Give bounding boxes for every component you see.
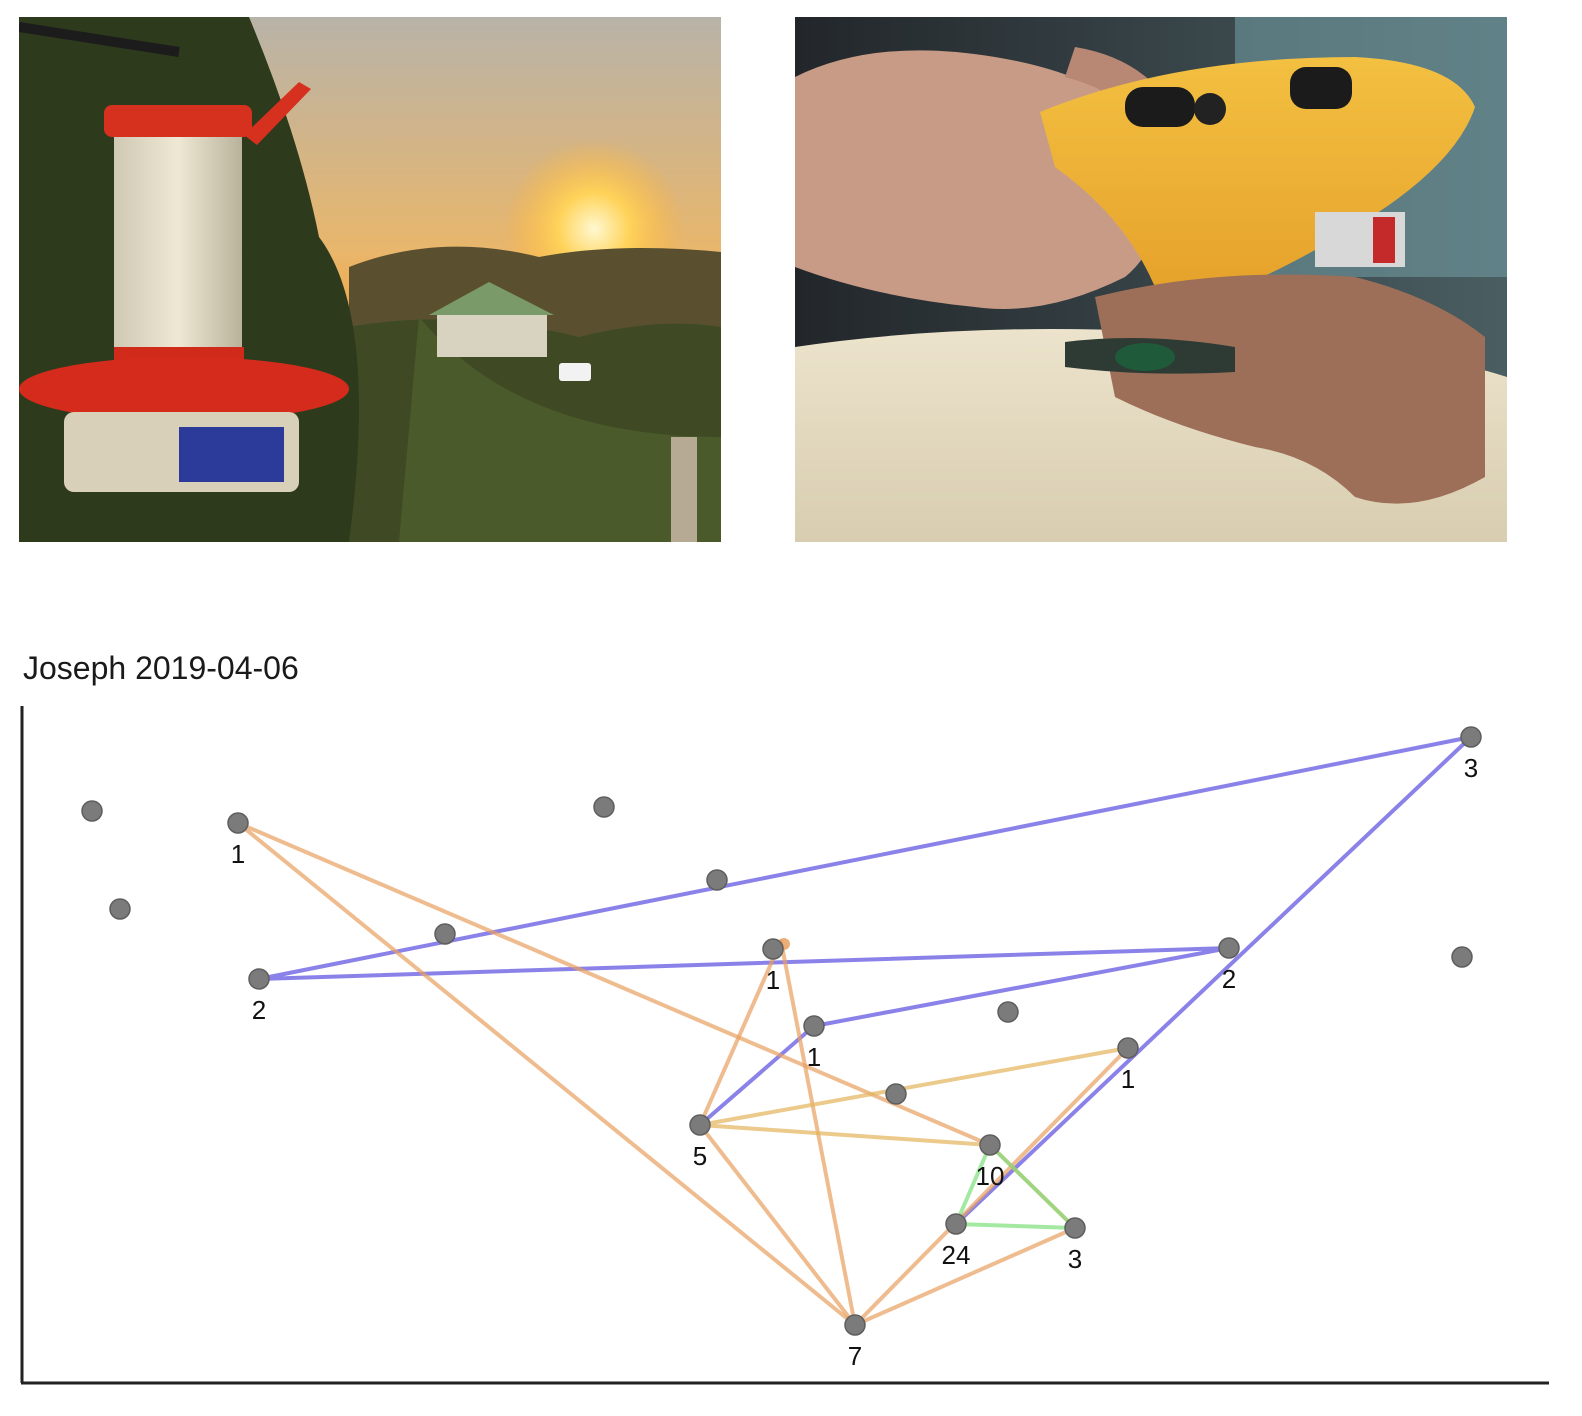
station-s3 [593,796,615,818]
station-visit-count: 5 [693,1141,707,1171]
visit-dot [987,1142,999,1154]
station-visit-count: 1 [807,1042,821,1072]
visit-dot [852,1322,864,1334]
station-s11 [1460,726,1482,748]
station-visit-count: 24 [942,1240,971,1270]
visit-dot [811,1023,823,1035]
visit-dot [852,1322,864,1334]
visit-dot [697,1122,709,1134]
visit-dot [256,976,268,988]
hummingbird-feeder-sunset-photo [19,17,721,542]
stations [81,726,1482,1336]
station-s7 [248,968,270,990]
station-s5 [706,869,728,891]
station-visit-count: 3 [1464,753,1478,783]
movement-path-blue-2 [954,735,1473,1226]
map-title: Joseph 2019-04-06 [23,650,299,686]
visit-dot [987,1142,999,1154]
station-s17 [979,1134,1001,1156]
station-s12 [997,1001,1019,1023]
station-s18 [945,1213,967,1235]
visit-dot [235,820,247,832]
visit-dot [953,1221,965,1233]
station-visit-count: 1 [231,839,245,869]
station-s15 [885,1083,907,1105]
station-visit-count: 10 [976,1161,1005,1191]
station-s1 [81,800,103,822]
visit-dot [778,938,790,950]
visit-dot [697,1122,709,1134]
station-s20 [844,1314,866,1336]
station-s4 [109,898,131,920]
station-s19 [1064,1217,1086,1239]
station-visit-count: 1 [766,965,780,995]
movement-path-orange-4 [698,939,857,1327]
visit-dot [953,1221,965,1233]
visit-dot [987,1142,999,1154]
movement-path-orange-5 [853,1046,1130,1327]
visit-dot [235,820,247,832]
movement-path-green-7 [954,1143,1077,1230]
visit-dot [1125,1045,1137,1057]
visit-dot [987,1142,999,1154]
visit-dot [1072,1225,1084,1237]
station-s6 [434,923,456,945]
visit-dot [1468,734,1480,746]
visit-dot [697,1122,709,1134]
visit-dot [1468,734,1480,746]
station-s8 [762,938,784,960]
station-s14 [1117,1037,1139,1059]
station-s10 [1451,946,1473,968]
station-s16 [689,1114,711,1136]
station-visit-count: 1 [1121,1064,1135,1094]
station-visit-count: 3 [1068,1244,1082,1274]
visit-dot [1125,1045,1137,1057]
visit-dot [1072,1225,1084,1237]
visit-dot [1226,945,1238,957]
visit-dot [697,1122,709,1134]
rfid-scanner-hummingbird-photo [795,17,1507,542]
station-visit-count: 7 [848,1341,862,1371]
visit-dot [852,1322,864,1334]
station-s2 [227,812,249,834]
movement-path-yellow-6 [698,1046,1129,1147]
movement-paths [235,734,1480,1334]
station-labels: 1 2 1 2 3 1 1 5 10 24 3 7 [231,753,1478,1371]
station-visit-count: 2 [252,995,266,1025]
station-s13 [803,1015,825,1037]
station-s9 [1218,937,1240,959]
station-visit-count: 2 [1222,964,1236,994]
movement-path-orange-3 [236,821,1077,1327]
movement-path-blue-1 [257,735,1472,1127]
